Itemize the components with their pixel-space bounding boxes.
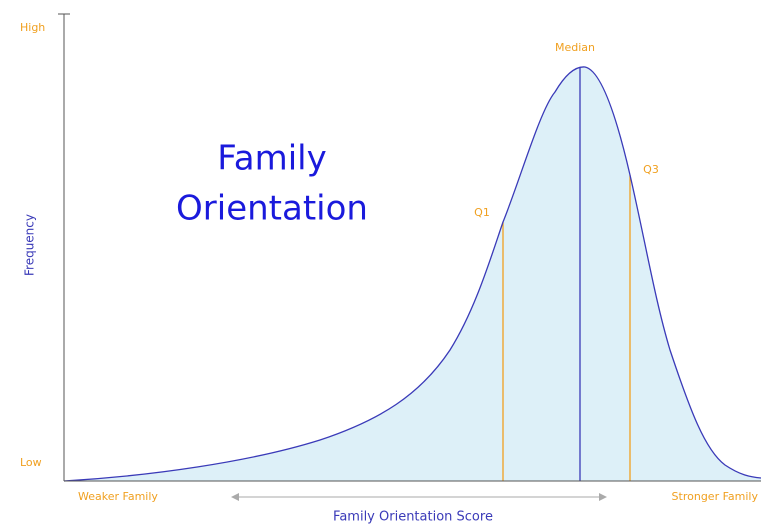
title-line1: Family xyxy=(217,139,326,179)
x-axis-label: Family Orientation Score xyxy=(333,510,493,525)
curve xyxy=(63,66,761,482)
x-right-label: Stronger Family xyxy=(672,490,759,503)
curve-area xyxy=(64,66,761,481)
q3-label: Q3 xyxy=(643,163,659,176)
title-line2: Orientation xyxy=(176,189,368,229)
y-high: High xyxy=(20,21,45,34)
median-label: Median xyxy=(555,41,595,54)
q1-label: Q1 xyxy=(474,206,490,219)
y-low: Low xyxy=(20,456,42,469)
y-axis-label: Frequency xyxy=(23,214,37,276)
x-left-label: Weaker Family xyxy=(78,490,158,503)
